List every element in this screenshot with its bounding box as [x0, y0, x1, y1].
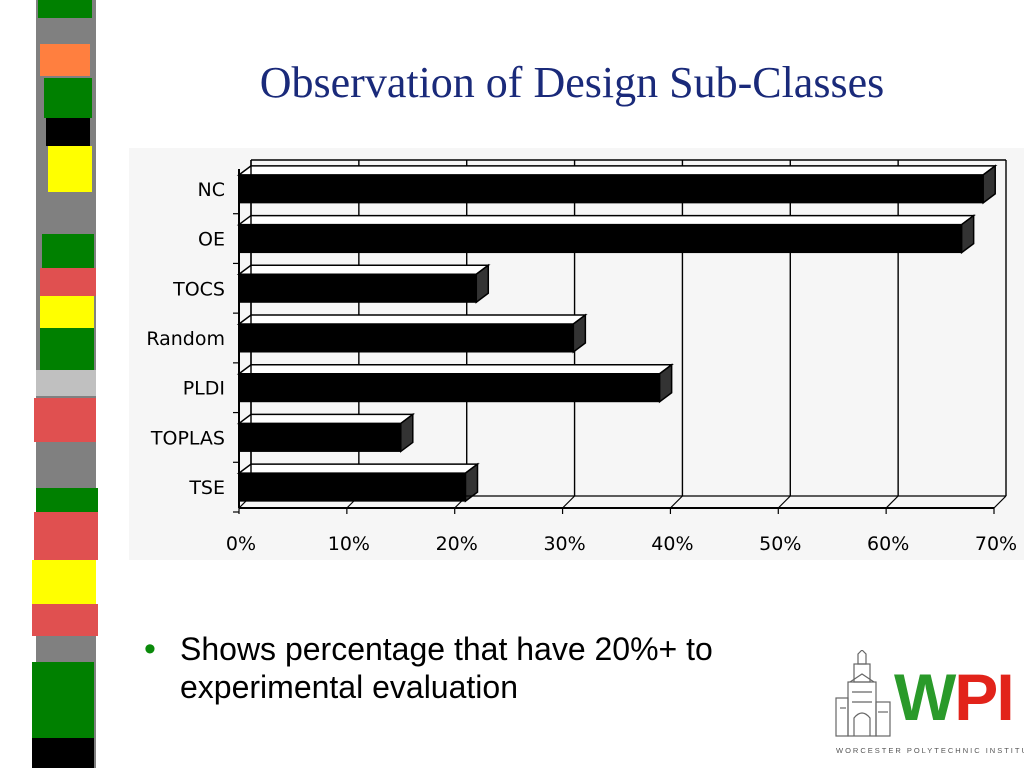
- gridline-floor: [562, 495, 575, 509]
- gridline-floor: [993, 495, 1007, 509]
- wordmark-w: W: [894, 660, 956, 734]
- bar-front: [238, 224, 963, 254]
- wordmark-pi: PI: [954, 660, 1014, 734]
- category-label: TOCS: [172, 278, 225, 300]
- bar-top: [236, 363, 674, 375]
- bar-random: [236, 313, 588, 354]
- bullet-list: • Shows percentage that have 20%+ to exp…: [142, 630, 862, 706]
- bar-top: [236, 165, 998, 176]
- bar-side: [572, 313, 587, 354]
- bar-front: [238, 174, 984, 204]
- x-tick-label: 0%: [226, 533, 256, 555]
- bar-pldi: [236, 363, 674, 404]
- bar-side: [960, 214, 975, 255]
- category-label: TSE: [188, 477, 225, 499]
- category-label: OE: [198, 229, 225, 251]
- slide-title: Observation of Design Sub-Classes: [259, 58, 885, 107]
- bar-front: [238, 472, 466, 502]
- bar-chart: NC OE TOCS Random PLDI TOPLAS TSE 0% 10% 20% 30% 4…: [129, 148, 1024, 560]
- bullet-text: Shows percentage that have 20%+ to exper…: [180, 631, 713, 705]
- x-tick-label: 40%: [651, 533, 693, 555]
- bar-toplas: [236, 412, 416, 453]
- category-label: NC: [198, 179, 225, 201]
- category-label: TOPLAS: [150, 427, 225, 449]
- gridline-floor: [885, 495, 899, 509]
- bar-side: [464, 462, 479, 503]
- gridline-floor: [670, 495, 683, 509]
- decorative-stripe: [0, 0, 108, 768]
- bar-side: [982, 164, 996, 205]
- bar-top: [236, 314, 588, 325]
- gridline-floor: [777, 495, 791, 509]
- bar-front: [238, 422, 402, 452]
- x-tick-label: 20%: [436, 533, 478, 555]
- logo-subtitle: WORCESTER POLYTECHNIC INSTITUTE: [836, 746, 1024, 755]
- bullet-dot-icon: •: [144, 630, 156, 668]
- wpi-wordmark: WPI: [894, 660, 1015, 734]
- category-label: Random: [146, 328, 225, 350]
- bar-front: [238, 323, 574, 353]
- bullet-item: • Shows percentage that have 20%+ to exp…: [142, 630, 862, 706]
- bar-tocs: [236, 263, 491, 304]
- x-tick-label: 30%: [543, 533, 585, 555]
- bar-side: [400, 412, 414, 453]
- bar-front: [238, 373, 661, 403]
- x-tick-label: 10%: [328, 533, 370, 555]
- x-tick-label: 50%: [759, 533, 801, 555]
- bar-top: [236, 413, 416, 425]
- bar-side: [658, 363, 673, 404]
- wpi-logo: WPI WORCESTER POLYTECHNIC INSTITUTE: [832, 650, 1024, 762]
- bar-side: [475, 263, 490, 304]
- bar-nc: [236, 164, 998, 205]
- bar-top: [236, 463, 480, 474]
- x-tick-label: 70%: [975, 533, 1017, 555]
- bar-front: [238, 273, 477, 303]
- x-tick-label: 60%: [867, 533, 909, 555]
- category-label: PLDI: [183, 378, 225, 400]
- bar-oe: [236, 214, 976, 255]
- tower-icon: [835, 650, 891, 737]
- bar-top: [236, 214, 976, 226]
- bar-top: [236, 264, 491, 276]
